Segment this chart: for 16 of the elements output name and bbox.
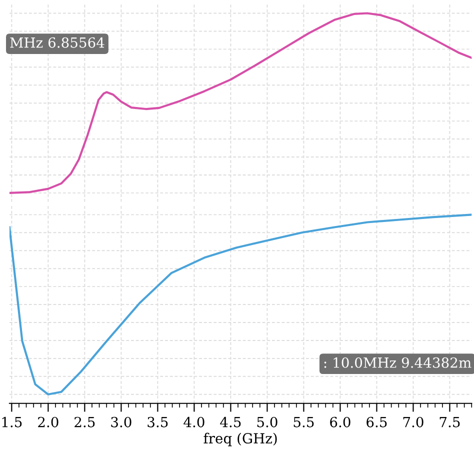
x-axis-title: freq (GHz) <box>204 432 277 446</box>
x-tick-label: 5.5 <box>294 416 314 428</box>
annotation: : 10.0MHz 9.44382m <box>324 357 472 368</box>
x-tick-label: 2.5 <box>74 416 95 428</box>
x-tick-label: 1.5 <box>2 416 22 428</box>
x-tick-label: 7.0 <box>403 416 424 428</box>
x-tick-label: 4.0 <box>184 416 204 428</box>
x-tick-label: 6.0 <box>330 416 350 428</box>
x-tick-label: 4.5 <box>220 416 241 428</box>
x-tick-label: 2.0 <box>38 416 58 428</box>
x-tick-label: 3.0 <box>111 416 132 428</box>
x-tick-label: 5.0 <box>257 416 278 428</box>
x-tick-label: 3.5 <box>148 416 168 428</box>
annotation: MHz 6.85564 <box>10 37 104 48</box>
x-tick-label: 7.5 <box>440 416 460 428</box>
x-tick-label: 6.5 <box>366 416 387 428</box>
